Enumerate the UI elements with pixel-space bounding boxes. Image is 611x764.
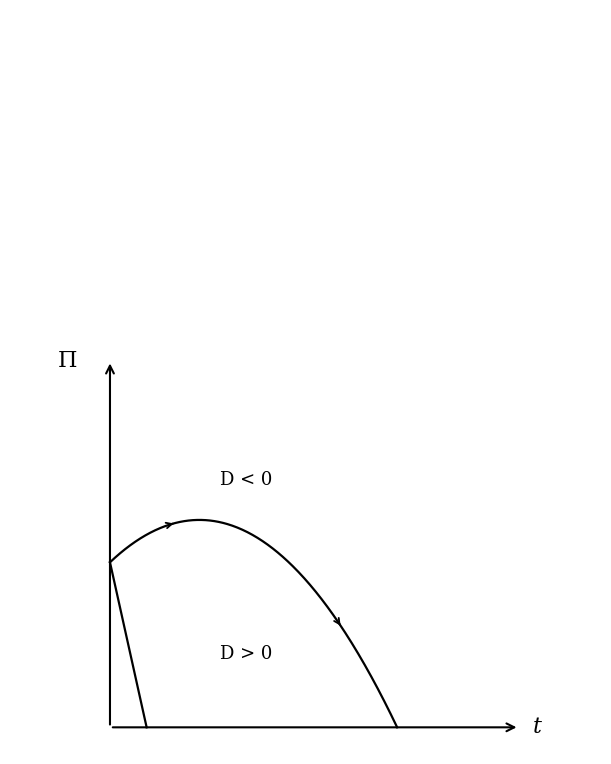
Text: D < 0: D < 0	[220, 471, 273, 489]
Text: D > 0: D > 0	[220, 645, 273, 663]
Text: Π: Π	[57, 350, 77, 371]
Text: t: t	[533, 717, 542, 738]
